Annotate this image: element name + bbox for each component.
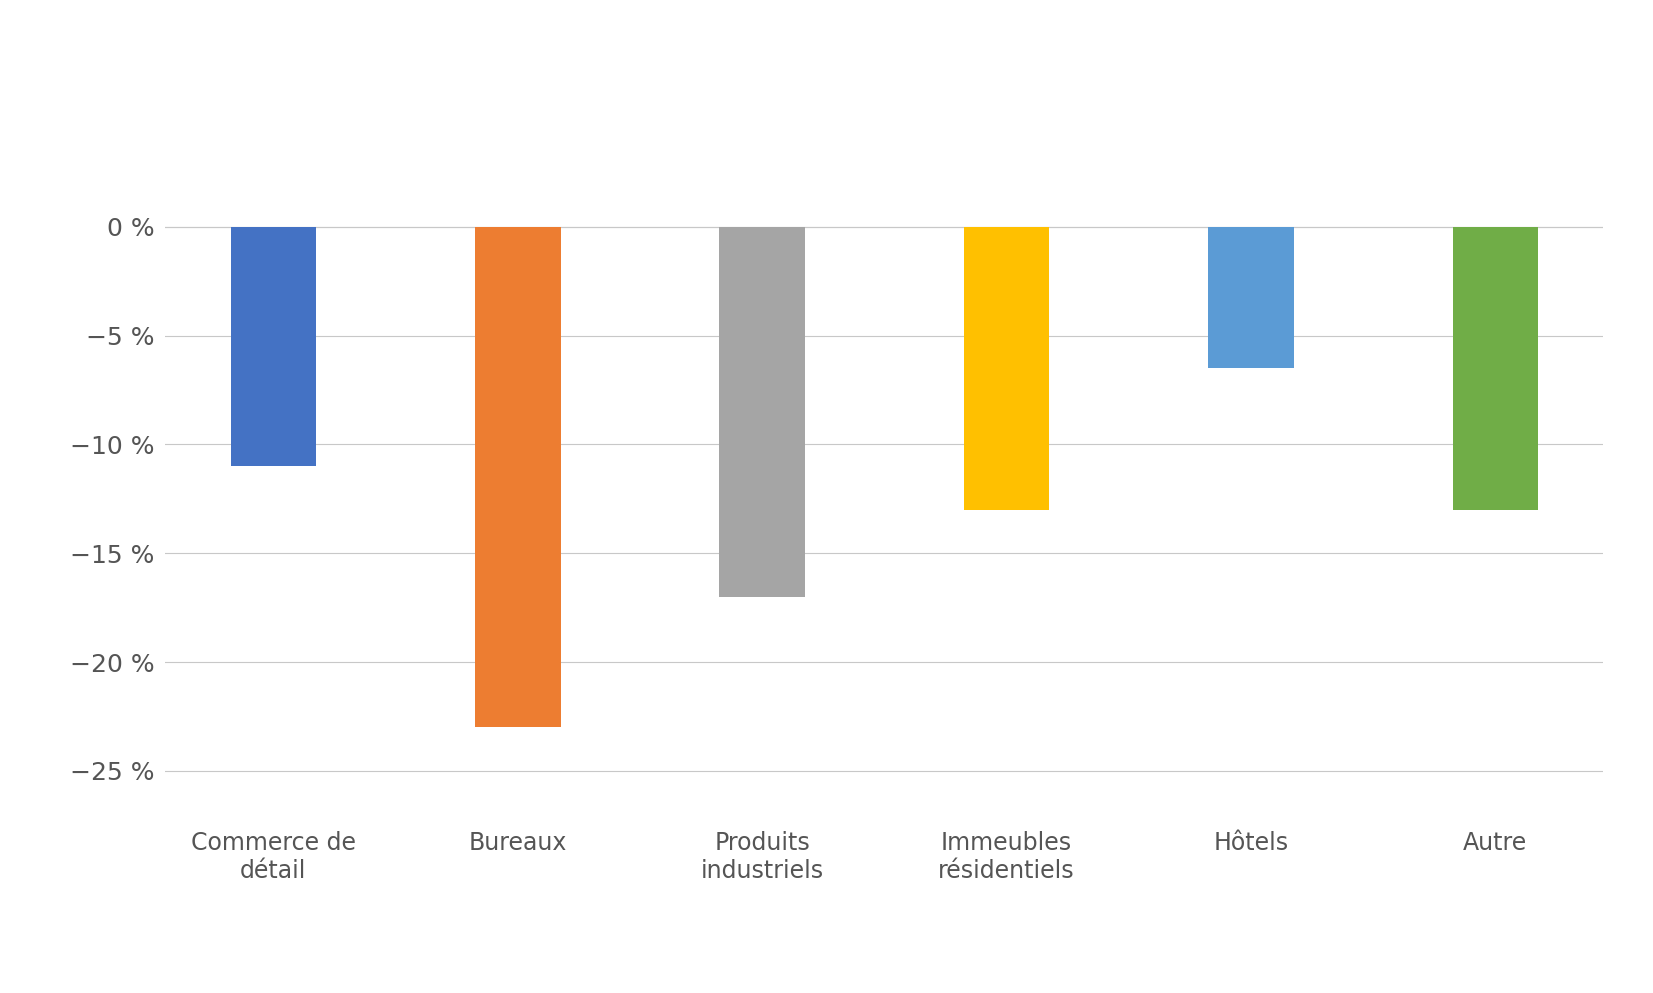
Bar bbox=[474, 227, 560, 727]
Bar bbox=[964, 227, 1050, 509]
Bar bbox=[231, 227, 316, 467]
Bar bbox=[1208, 227, 1294, 368]
Bar bbox=[1453, 227, 1537, 509]
Bar bbox=[719, 227, 805, 597]
